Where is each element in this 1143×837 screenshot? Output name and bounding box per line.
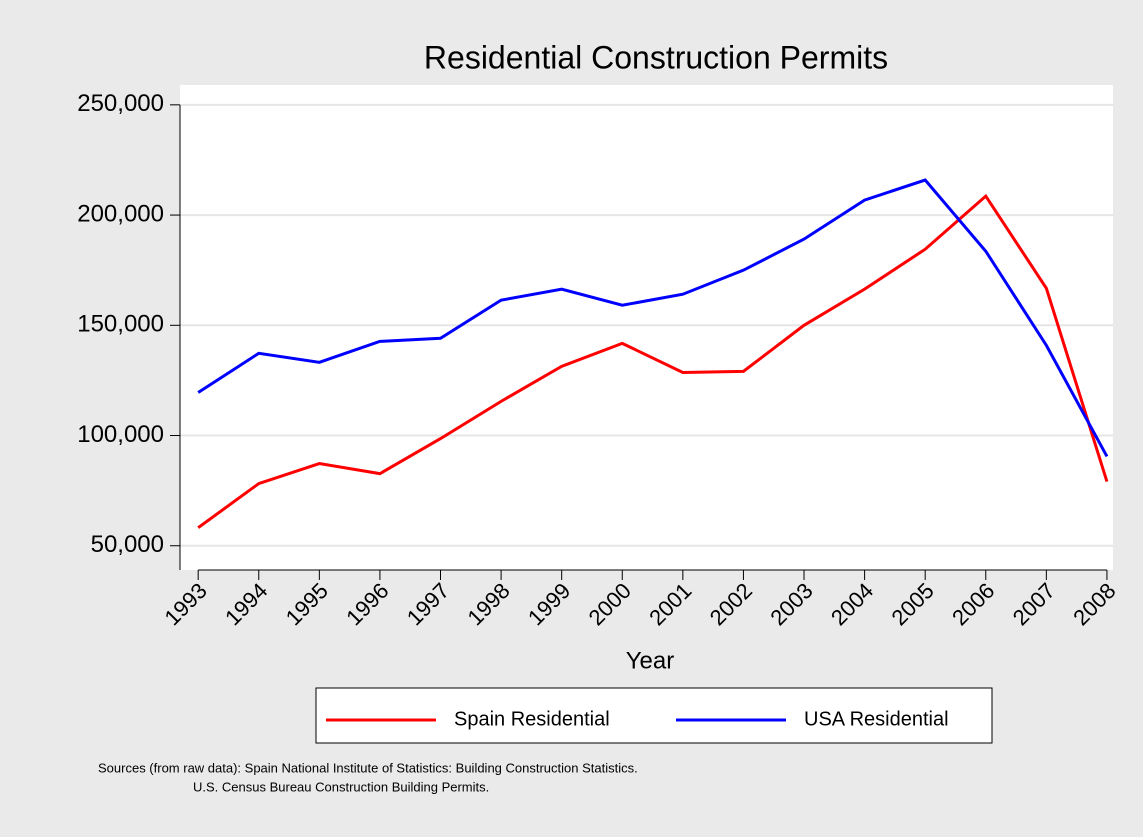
legend: [315, 687, 993, 744]
series-line: [197, 193, 1109, 529]
note: U.S. Census Bureau Construction Building…: [193, 779, 489, 794]
x-axis-label: Year: [626, 647, 675, 674]
y-tick-label: 200,000: [77, 200, 164, 227]
y-tick-label: 250,000: [77, 90, 164, 117]
plot-area: [180, 85, 1113, 570]
note: Sources (from raw data): Spain National …: [98, 760, 638, 775]
legend-label: Spain Residential: [454, 708, 610, 730]
y-tick-label: 50,000: [91, 531, 164, 558]
y-tick-label: 150,000: [77, 311, 164, 338]
series-line: [197, 178, 1109, 458]
chart-title: Residential Construction Permits: [424, 39, 888, 75]
y-tick-label: 100,000: [77, 421, 164, 448]
legend-label: USA Residential: [804, 708, 949, 730]
